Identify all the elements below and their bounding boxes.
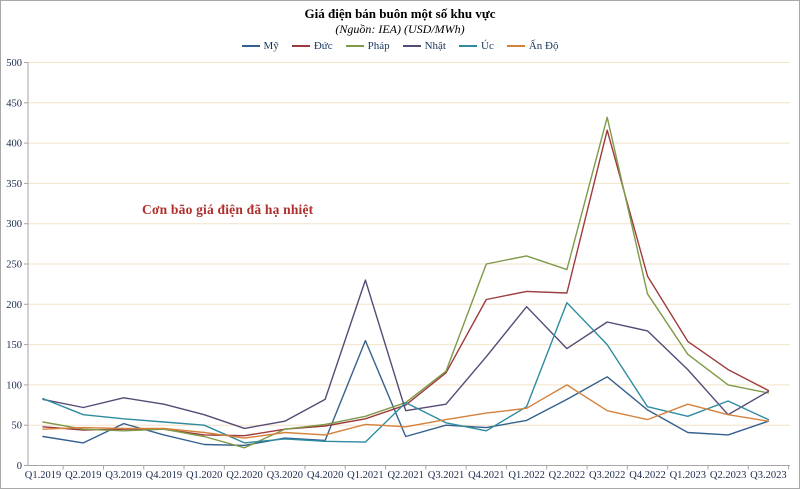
x-tick-label: Q3.2022 <box>589 470 625 481</box>
series-line-an-do <box>42 384 770 439</box>
legend-label-uc: Úc <box>481 40 494 52</box>
x-tick-label: Q4.2021 <box>468 470 504 481</box>
y-tick-label: 450 <box>6 98 22 109</box>
legend-label-my: Mỹ <box>263 40 279 52</box>
y-tick-label: 100 <box>6 380 22 391</box>
y-tick-label: 0 <box>17 461 22 472</box>
legend-item-duc: Đức <box>291 40 333 52</box>
legend-swatch-my <box>241 45 260 47</box>
x-tick-label: Q4.2022 <box>629 470 665 481</box>
x-tick-label: Q4.2020 <box>307 470 343 481</box>
legend-swatch-phap <box>345 45 364 47</box>
x-tick-label: Q3.2020 <box>267 470 303 481</box>
legend-label-nhat: Nhật <box>424 40 446 52</box>
y-tick-label: 500 <box>6 58 22 69</box>
legend-item-uc: Úc <box>459 40 494 52</box>
y-tick-label: 200 <box>6 300 22 311</box>
x-tick-label: Q2.2020 <box>226 470 262 481</box>
legend-item-my: Mỹ <box>241 40 279 52</box>
x-tick-label: Q1.2019 <box>25 470 61 481</box>
series-line-uc <box>42 302 770 444</box>
legend-label-duc: Đức <box>313 40 333 52</box>
series-line-phap <box>42 116 770 449</box>
series-line-duc <box>42 129 770 437</box>
x-tick-label: Q2.2023 <box>710 470 746 481</box>
legend-label-phap: Pháp <box>367 40 390 52</box>
y-tick-label: 50 <box>12 421 23 432</box>
chart-legend: Mỹ Đức Pháp Nhật Úc Ấn Độ <box>1 40 799 52</box>
legend-swatch-uc <box>459 45 477 47</box>
x-tick-label: Q3.2023 <box>750 470 786 481</box>
legend-item-phap: Pháp <box>345 40 390 52</box>
legend-swatch-an-do <box>506 45 525 47</box>
legend-swatch-nhat <box>402 45 421 47</box>
x-tick-label: Q1.2022 <box>508 470 544 481</box>
legend-label-an-do: Ấn Độ <box>528 40 559 52</box>
y-tick-label: 250 <box>6 260 22 271</box>
legend-item-nhat: Nhật <box>402 40 446 52</box>
x-tick-label: Q3.2021 <box>428 470 464 481</box>
x-tick-label: Q1.2020 <box>186 470 222 481</box>
legend-item-an-do: Ấn Độ <box>506 40 559 52</box>
series-line-my <box>42 339 770 447</box>
x-tick-label: Q2.2022 <box>549 470 585 481</box>
annotation-text: Cơn bão giá điện đã hạ nhiệt <box>142 202 314 217</box>
series-line-nhat <box>42 279 770 430</box>
x-tick-label: Q2.2019 <box>65 470 101 481</box>
y-tick-label: 350 <box>6 179 22 190</box>
y-tick-label: 300 <box>6 219 22 230</box>
legend-swatch-duc <box>291 45 310 47</box>
chart-subtitle: (Nguồn: IEA) (USD/MWh) <box>335 22 465 36</box>
y-tick-label: 400 <box>6 139 22 150</box>
y-tick-label: 150 <box>6 340 22 351</box>
x-tick-label: Q2.2021 <box>387 470 423 481</box>
chart-title: Giá điện bán buôn một số khu vực <box>304 6 496 21</box>
x-tick-label: Q1.2023 <box>670 470 706 481</box>
x-tick-label: Q4.2019 <box>146 470 182 481</box>
x-tick-label: Q1.2021 <box>347 470 383 481</box>
x-tick-label: Q3.2019 <box>105 470 141 481</box>
